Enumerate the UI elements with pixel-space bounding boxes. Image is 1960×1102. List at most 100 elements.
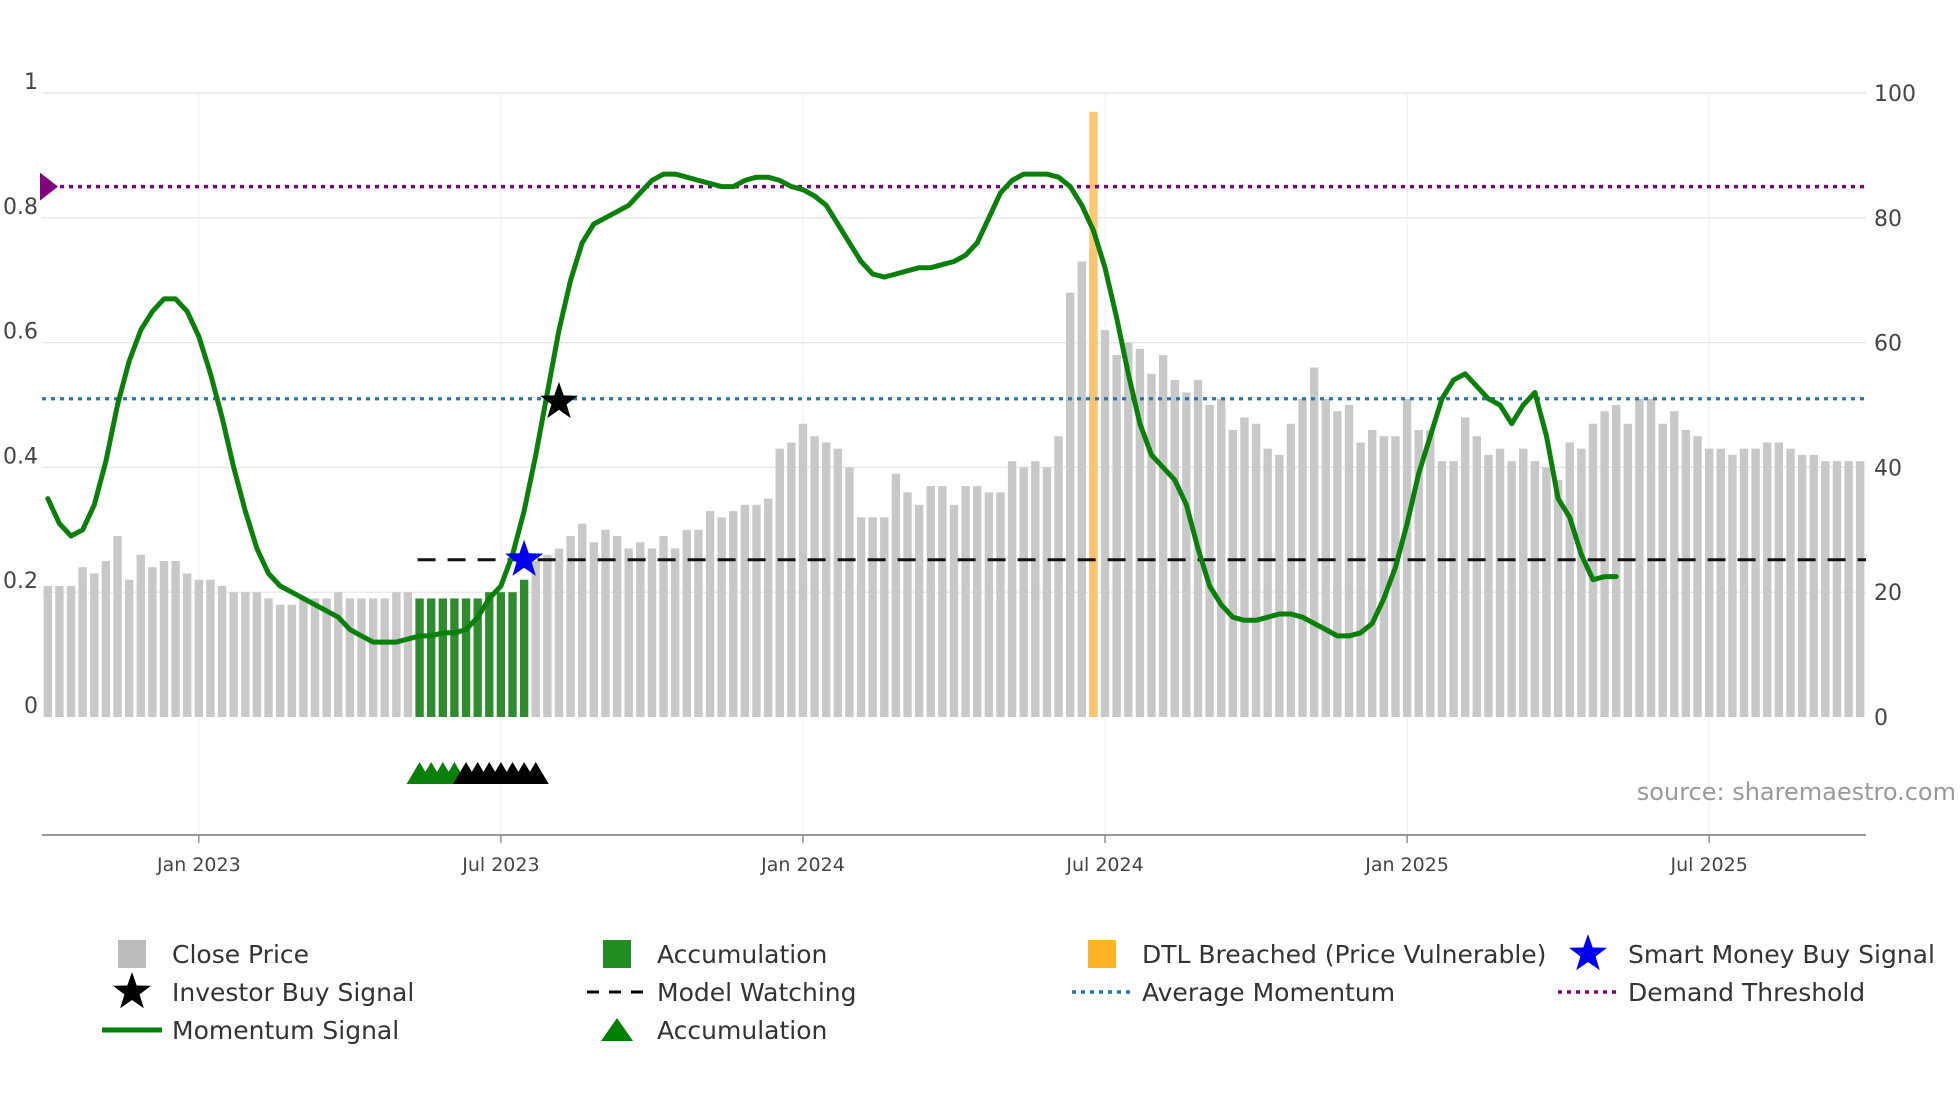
close-price-bar — [1646, 398, 1656, 717]
close-price-bar — [775, 448, 784, 717]
close-price-bar — [1298, 398, 1307, 717]
close-price-bar — [322, 598, 331, 717]
close-price-bar — [601, 529, 610, 717]
close-price-bar — [1321, 398, 1330, 717]
accumulation-bar — [519, 579, 529, 717]
left-axis-tick: 1 — [24, 70, 38, 95]
right-axis-tick: 40 — [1874, 456, 1902, 481]
close-price-bar — [1263, 448, 1272, 717]
right-axis-tick: 60 — [1874, 332, 1902, 357]
close-price-bar — [694, 529, 703, 717]
close-price-bar — [729, 511, 738, 717]
close-price-bar — [938, 486, 947, 717]
legend-item: Smart Money Buy Signal — [1569, 934, 1935, 971]
close-price-bar — [868, 517, 877, 717]
close-price-bar — [1856, 461, 1865, 717]
legend-label: Investor Buy Signal — [172, 978, 414, 1007]
close-price-bar — [1147, 373, 1156, 717]
legend-item: Momentum Signal — [102, 1016, 399, 1045]
close-price-bar — [531, 561, 540, 717]
close-price-bar — [1484, 454, 1493, 717]
smart-money-buy-signal-star — [505, 539, 544, 576]
momentum-signal-line — [45, 171, 1619, 645]
momentum-signal-layer — [45, 171, 1619, 645]
close-price-bar — [1763, 442, 1772, 717]
accumulation-bar — [438, 598, 447, 717]
close-price-bar — [124, 579, 134, 717]
close-price-bar — [1112, 355, 1121, 717]
legend-swatch — [603, 940, 631, 968]
left-axis-tick: 0.6 — [3, 320, 38, 345]
close-price-bar — [1495, 448, 1505, 717]
legend-swatch — [118, 940, 146, 968]
legend-item: Model Watching — [587, 978, 857, 1007]
close-price-bar — [55, 585, 64, 717]
close-price-bar — [1368, 429, 1377, 717]
reference-lines — [40, 172, 1866, 562]
legend-item: Investor Buy Signal — [113, 972, 414, 1009]
close-price-bar — [1704, 448, 1714, 717]
close-price-bar — [822, 442, 831, 717]
close-price-bar — [926, 486, 935, 717]
close-price-bar — [1739, 448, 1749, 717]
close-price-bar — [171, 561, 180, 717]
close-price-bar — [1728, 454, 1737, 717]
left-axis-tick: 0.8 — [3, 195, 38, 220]
x-tick-label: Jul 2023 — [461, 854, 539, 876]
close-price-bar — [1100, 330, 1110, 717]
close-price-bar — [1054, 436, 1063, 717]
close-price-bar — [1553, 479, 1563, 717]
right-axis-tick: 20 — [1874, 581, 1902, 606]
close-price-bar — [949, 504, 959, 717]
close-price-bar — [380, 598, 389, 717]
legend-label: DTL Breached (Price Vulnerable) — [1142, 940, 1546, 969]
close-price-bar — [543, 554, 552, 717]
close-price-bar — [833, 448, 843, 717]
close-price-bar — [798, 423, 808, 717]
accumulation-bar — [461, 598, 471, 717]
legend-star-icon — [1569, 934, 1607, 971]
close-price-bar — [1158, 355, 1168, 717]
close-price-bar — [1786, 448, 1795, 717]
legend-star-icon — [113, 972, 151, 1009]
legend-item: Average Momentum — [1072, 978, 1395, 1007]
close-price-bar — [1019, 467, 1028, 717]
close-price-bar — [1402, 398, 1412, 717]
accumulation-bar — [508, 592, 517, 717]
close-price-bar — [287, 604, 296, 717]
left-axis-tick: 0.4 — [3, 444, 38, 469]
close-price-bar — [1379, 436, 1389, 717]
right-axis-tick: 80 — [1874, 207, 1902, 232]
close-price-bar — [589, 542, 599, 717]
close-price-bar — [856, 517, 866, 717]
close-price-bar — [136, 554, 145, 717]
close-price-bar — [194, 579, 204, 717]
close-price-bar — [1670, 411, 1679, 717]
close-price-bar — [612, 536, 622, 717]
close-price-bar — [647, 548, 657, 717]
close-price-bar — [903, 492, 912, 717]
close-price-bar — [1612, 405, 1621, 717]
right-axis-tick: 100 — [1874, 82, 1916, 107]
close-price-bar — [264, 598, 273, 717]
close-price-bar — [1832, 461, 1842, 717]
close-price-bars — [43, 111, 1865, 718]
close-price-bar — [891, 473, 901, 717]
close-price-bar — [973, 486, 982, 717]
close-price-bar — [1391, 436, 1400, 717]
close-price-bar — [1356, 442, 1365, 717]
close-price-bar — [101, 561, 111, 717]
legend-item: Demand Threshold — [1558, 978, 1865, 1007]
close-price-bar — [717, 517, 726, 717]
accumulation-triangle-black — [522, 762, 549, 784]
close-price-bar — [880, 517, 889, 717]
axes: 0 0.2 0.4 0.6 0.8 1 0 20 40 60 80 100 Jan 2023 Jul 20… — [3, 70, 1916, 876]
x-tick-label: Jul 2024 — [1065, 854, 1143, 876]
close-price-bar — [1681, 429, 1691, 717]
dtl-breached-bar — [1089, 111, 1098, 718]
close-price-bar — [299, 598, 308, 717]
legend-swatch — [1088, 940, 1116, 968]
close-price-bar — [1251, 423, 1261, 717]
close-price-bar — [159, 561, 169, 717]
legend-label: Average Momentum — [1142, 978, 1395, 1007]
